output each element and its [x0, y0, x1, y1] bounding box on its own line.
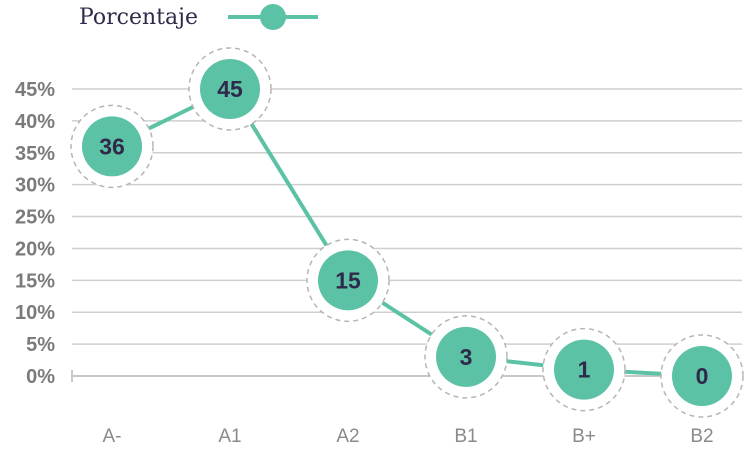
axes: [71, 370, 742, 382]
y-tick-label: 0%: [26, 366, 55, 388]
y-tick-label: 10%: [15, 302, 55, 324]
data-label: 15: [335, 267, 361, 293]
x-axis-ticks: A- A1 A2 B1 B+ B2: [103, 426, 714, 447]
y-tick-label: 35%: [15, 143, 55, 165]
point-marker: [672, 346, 732, 406]
data-label: 45: [217, 76, 243, 102]
data-label: 36: [99, 133, 125, 159]
data-points: 36 45 15 3 1 0: [70, 47, 744, 418]
series-line: [111, 87, 703, 378]
series-porcentaje: [111, 87, 703, 378]
point-marker: [436, 326, 496, 387]
y-tick-label: 25%: [15, 207, 55, 229]
data-point: 3: [424, 315, 508, 399]
x-tick-label: B1: [454, 426, 477, 447]
y-tick-label: 45%: [15, 79, 55, 101]
legend: Porcentaje: [79, 4, 318, 30]
x-tick-label: B+: [572, 426, 596, 447]
point-marker: [82, 116, 142, 177]
x-tick-label: A-: [103, 426, 122, 447]
point-marker: [318, 250, 378, 311]
data-point: 36: [70, 104, 154, 189]
y-axis-ticks: 0% 5% 10% 15% 20% 25% 30% 35% 40% 45%: [15, 79, 55, 388]
data-point: 1: [542, 327, 626, 412]
point-marker: [200, 59, 260, 119]
y-tick-label: 15%: [15, 270, 55, 292]
data-point: 15: [306, 238, 390, 323]
data-point: 0: [660, 334, 744, 418]
x-tick-label: A2: [336, 426, 359, 447]
y-tick-label: 20%: [15, 238, 55, 260]
data-label: 3: [460, 344, 473, 370]
gridlines: [72, 88, 742, 345]
y-tick-label: 40%: [15, 111, 55, 133]
data-label: 1: [578, 357, 591, 383]
point-marker: [554, 339, 614, 400]
x-tick-label: A1: [218, 426, 241, 447]
y-tick-label: 5%: [26, 334, 55, 356]
legend-marker-swatch: [260, 4, 286, 30]
data-point: 45: [188, 47, 272, 131]
legend-label: Porcentaje: [79, 5, 198, 30]
x-tick-label: B2: [690, 426, 713, 447]
data-label: 0: [696, 363, 709, 389]
y-tick-label: 30%: [15, 175, 55, 197]
